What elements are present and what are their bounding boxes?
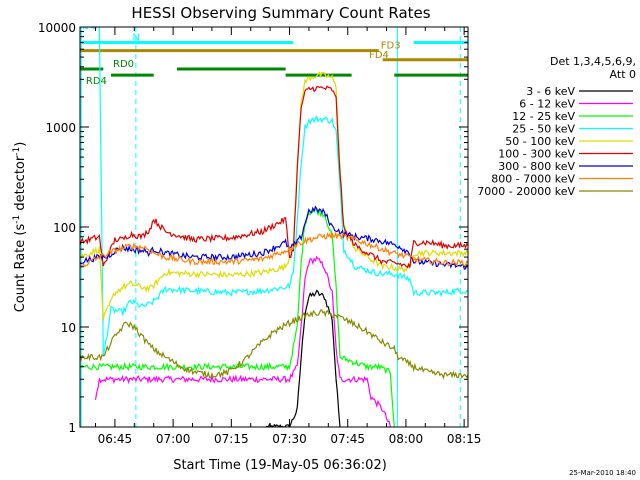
x-tick-label: 08:15 [447,432,482,446]
y-tick-label: 100 [53,221,76,235]
footer-date: 25-Mar-2010 18:40 [569,469,636,477]
series-line-6 [80,85,468,269]
x-tick-label: 07:00 [156,432,191,446]
series-line-8 [80,230,468,268]
flag-label-fd3: FD3 [381,41,401,52]
series-line-9 [80,309,468,380]
legend-label-2: 6 - 12 keV [519,98,575,111]
legend-header-2: Att 0 [610,68,636,81]
series-line-7 [80,205,468,270]
x-tick-label: 06:45 [98,432,133,446]
legend-header-1: Det 1,3,4,5,6,9, [550,55,636,68]
legend-label-8: 800 - 7000 keV [491,173,575,186]
series-line-1 [265,289,341,427]
y-axis-label: Count Rate (s-1 detector-1) [12,142,28,313]
series-line-4 [80,27,468,356]
flag-label-rd0: RD0 [113,59,134,70]
legend-label-3: 12 - 25 keV [512,110,575,123]
chart-title: HESSI Observing Summary Count Rates [131,4,430,22]
series-line-2 [94,255,391,427]
x-axis-label: Start Time (19-May-05 06:36:02) [173,458,387,473]
y-tick-label: 10 [61,321,76,335]
y-tick-label: 1 [68,421,76,435]
legend-label-7: 300 - 800 keV [498,160,575,173]
legend-label-1: 3 - 6 keV [526,85,575,98]
y-tick-label: 1000 [45,121,76,135]
legend-label-4: 25 - 50 keV [512,123,575,136]
legend-label-6: 100 - 300 keV [498,148,575,161]
flag-label-fd4: FD4 [369,50,389,61]
series-line-5 [80,71,468,321]
x-tick-label: 08:00 [389,432,424,446]
y-tick-label: 10000 [38,21,76,35]
x-tick-label: 07:30 [272,432,307,446]
x-tick-label: 07:15 [214,432,249,446]
legend-label-5: 50 - 100 keV [505,135,575,148]
flag-label-n: N [132,32,139,43]
legend-label-9: 7000 - 20000 keV [477,185,575,198]
x-tick-label: 07:45 [330,432,365,446]
flag-label-rd4: RD4 [86,76,107,87]
